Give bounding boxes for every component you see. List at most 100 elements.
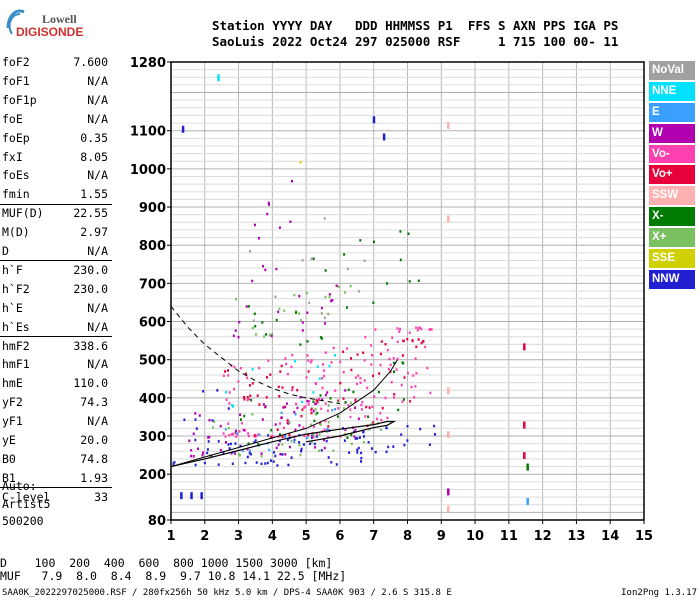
echo-point [334, 354, 336, 357]
echo-point [309, 361, 312, 364]
echo-point [321, 398, 324, 401]
echo-point [299, 343, 302, 346]
echo-point [347, 388, 350, 391]
echo-point [307, 434, 310, 437]
echo-point [328, 295, 331, 299]
echo-point [424, 345, 427, 349]
echo-point [285, 362, 288, 366]
echo-point [281, 453, 284, 456]
echo-point [387, 445, 390, 449]
echo-point [228, 402, 231, 405]
echo-point [260, 455, 263, 458]
echo-point [251, 413, 254, 416]
x-tick-label: 4 [268, 529, 277, 544]
echo-point [392, 356, 395, 360]
echo-point [190, 454, 193, 458]
echo-point [227, 407, 230, 410]
echo-point [239, 444, 242, 448]
echo-point [362, 440, 365, 444]
echo-point [417, 338, 420, 341]
echo-point [346, 347, 348, 350]
echo-point [334, 389, 337, 392]
echo-point [363, 379, 366, 382]
dashed-profile [170, 305, 340, 405]
x-tick-label: 7 [369, 529, 378, 544]
param-row: C-level 33 [0, 488, 112, 507]
echo-point [323, 316, 326, 320]
echo-point [344, 291, 347, 294]
echo-point [335, 463, 338, 466]
param-row: hmF1 N/A [0, 355, 112, 374]
echo-point [227, 374, 230, 377]
echo-point [222, 451, 225, 454]
echo-point [286, 419, 289, 422]
echo-point [227, 427, 230, 430]
echo-point [304, 405, 307, 408]
param-row: MUF(D) 22.55 [0, 204, 112, 223]
echo-point [301, 400, 304, 404]
true-height-profile [170, 420, 397, 468]
echo-point [398, 330, 401, 333]
echo-point [403, 443, 406, 447]
echo-point [234, 431, 237, 434]
echo-point [222, 432, 225, 435]
echo-point [299, 161, 302, 164]
echo-point [238, 430, 241, 433]
echo-point [309, 442, 312, 445]
echo-point [290, 456, 293, 459]
echo-point [334, 408, 337, 411]
param-value: N/A [87, 244, 108, 258]
param-key: C-level [2, 489, 51, 504]
echo-point [312, 433, 315, 436]
echo-point [232, 334, 235, 337]
echo-point [263, 335, 266, 338]
echo-point [387, 368, 390, 371]
echo-point [230, 452, 233, 455]
echo-point [249, 394, 252, 397]
echo-point [354, 406, 357, 409]
echo-point [239, 413, 242, 416]
param-value: N/A [87, 111, 108, 126]
isolated-echo-point [447, 431, 450, 439]
echo-point [235, 298, 238, 301]
param-row: foF2 7.600 [0, 53, 112, 72]
echo-point [302, 443, 305, 446]
echo-point [237, 453, 240, 456]
echo-point [315, 382, 318, 386]
echo-point [201, 454, 204, 457]
echo-point [195, 427, 198, 430]
autoscaling-info: Auto: Artist5 500200 [2, 478, 50, 531]
echo-point [324, 322, 327, 325]
echo-point [327, 425, 330, 428]
param-key: hmF2 [2, 338, 30, 353]
echo-point [295, 402, 298, 406]
echo-point [251, 382, 254, 385]
echo-point [298, 312, 301, 315]
echo-point [324, 269, 327, 272]
echo-point [285, 402, 288, 405]
echo-point [368, 428, 371, 431]
echo-point [402, 398, 405, 401]
echo-point [271, 333, 274, 336]
echo-point [306, 354, 309, 357]
echo-point [237, 335, 240, 339]
echo-point [269, 373, 272, 376]
echo-point [386, 416, 389, 420]
echo-point [313, 442, 316, 446]
echo-point [172, 463, 175, 466]
param-value: 0.35 [80, 130, 108, 145]
param-key: M(D) [2, 225, 30, 240]
echo-point [224, 370, 227, 373]
echo-point [219, 424, 222, 428]
param-key: foF1 [2, 73, 30, 88]
footer-version: Ion2Png 1.3.17 [621, 588, 697, 598]
echo-point [396, 327, 399, 330]
echo-point [327, 456, 330, 459]
echo-point [346, 436, 349, 439]
distance-row: D 100 200 400 600 800 1000 1500 3000 [km… [0, 556, 333, 570]
echo-point [393, 396, 395, 399]
echo-point [216, 389, 219, 392]
echo-point [323, 374, 326, 378]
echo-point [307, 403, 310, 406]
echo-point [248, 451, 251, 455]
